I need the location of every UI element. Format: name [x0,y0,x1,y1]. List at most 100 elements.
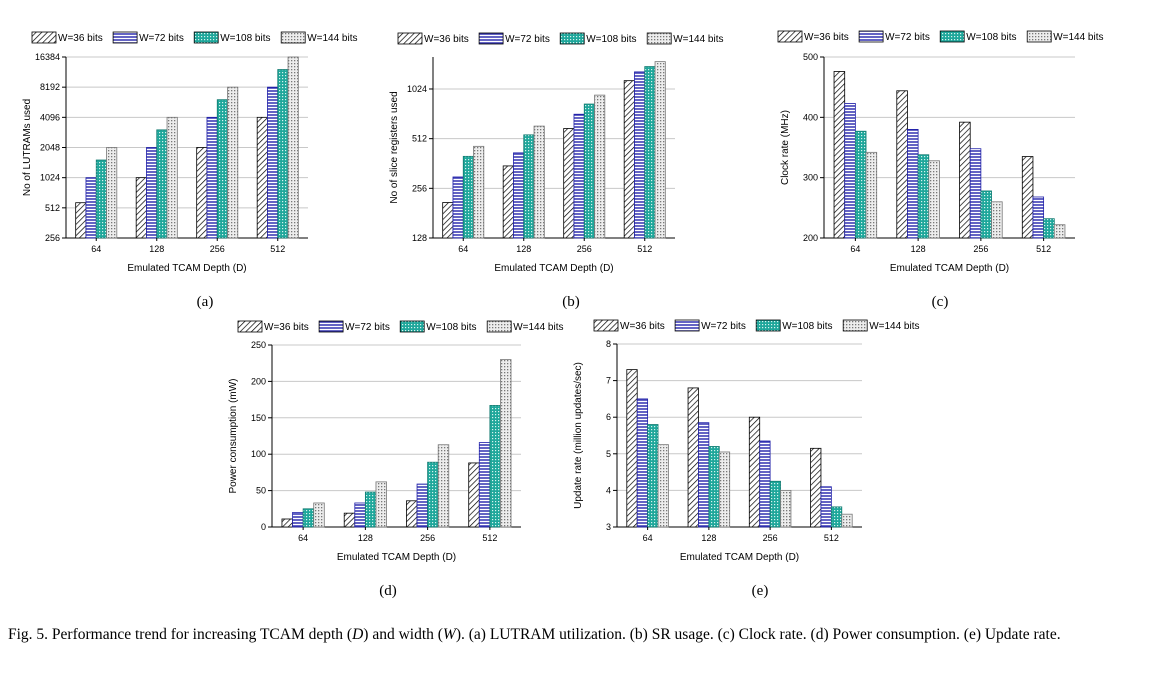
bar-512-2 [1043,218,1055,239]
bar-512-3 [654,61,666,239]
y-axis-label: No of slice registers used [389,91,400,203]
legend-swatch [193,31,219,44]
legend-label: W=72 bits [505,34,550,45]
x-tick-label: 512 [1036,244,1051,254]
legend-swatch [486,320,512,333]
legend-swatch [318,320,344,333]
bar-64-0 [626,369,638,528]
bar-64-0 [833,71,846,239]
x-tick-label: 128 [358,533,373,543]
y-tick-label: 4096 [40,112,60,122]
y-tick-label: 512 [45,203,60,213]
y-tick-label: 200 [803,233,818,243]
legend-swatch [31,31,57,44]
y-tick-label: 8192 [40,82,60,92]
legend-swatch [112,31,138,44]
x-tick-label: 64 [643,533,653,543]
bar-256-3 [227,86,239,239]
legend-swatch [237,320,263,333]
y-tick-label: 7 [606,376,611,386]
bar-128-1 [146,147,158,239]
y-tick-label: 2048 [40,143,60,153]
bar-256-3 [991,201,1003,239]
bar-512-3 [287,56,299,239]
bar-128-2 [708,446,720,528]
bar-64-1 [452,176,464,239]
x-tick-label: 64 [850,244,860,254]
chart-b: 128 256 512 1024 64 128 256 512 Emulated TCAM De… [389,32,724,310]
y-tick-label: 400 [803,112,818,122]
bar-64-2 [854,130,867,239]
bar-128-3 [928,160,940,239]
bar-128-1 [354,502,366,528]
x-tick-label: 128 [149,244,164,254]
legend-label: W=144 bits [673,34,723,45]
x-tick-label: 512 [482,533,497,543]
panel-label: (e) [752,583,769,599]
y-tick-label: 300 [803,173,818,183]
y-tick-label: 5 [606,449,611,459]
bar-64-0 [281,518,293,528]
bar-128-3 [533,125,545,239]
bar-512-0 [623,80,635,239]
chart-d: 0 50 100 150 200 250 64 128 256 512 Emulated TCAM … [228,320,564,599]
chart-e: 3 4 5 6 7 8 64 128 256 512 Emulated TCAM Depth (D)… [573,319,920,599]
bar-128-3 [375,481,387,528]
x-axis-label: Emulated TCAM Depth (D) [680,552,799,563]
bar-64-3 [473,145,485,239]
bar-64-1 [636,398,649,528]
x-tick-label: 512 [637,244,652,254]
y-tick-label: 250 [251,340,266,350]
bar-256-3 [780,489,792,528]
bar-64-2 [462,155,474,239]
bar-512-0 [256,116,268,239]
bar-64-3 [657,444,669,528]
bar-128-0 [135,177,147,239]
legend-label: W=144 bits [513,322,563,333]
legend-label: W=108 bits [782,321,832,332]
x-tick-label: 512 [824,533,839,543]
bar-128-2 [523,134,535,239]
legend-label: W=72 bits [139,33,184,44]
x-tick-label: 64 [298,533,308,543]
y-tick-label: 4 [606,485,611,495]
y-axis-label: No of LUTRAMs used [22,99,33,196]
x-tick-label: 128 [911,244,926,254]
x-axis-label: Emulated TCAM Depth (D) [494,263,613,274]
x-tick-label: 128 [516,244,531,254]
legend-swatch [646,32,672,45]
bar-64-2 [302,508,315,528]
legend-swatch [755,319,781,332]
legend-swatch [674,319,700,332]
x-tick-label: 64 [458,244,468,254]
y-axis-label: Power consumption (mW) [228,378,239,493]
bar-256-0 [406,500,418,528]
chart-a: 256 512 1024 2048 4096 8192 16384 64 128 256 512 Em… [22,31,358,310]
bar-128-2 [156,129,168,239]
bar-128-0 [896,90,908,239]
chart-c: 200 300 400 500 64 128 256 512 Emulated TCAM Dep… [777,30,1104,310]
bar-64-3 [865,151,878,239]
legend-swatch [1026,30,1052,43]
legend-label: W=72 bits [885,32,930,43]
bar-64-0 [75,202,87,239]
bar-64-1 [844,103,856,239]
y-tick-label: 1024 [40,173,60,183]
x-tick-label: 256 [973,244,988,254]
legend-swatch [397,32,423,45]
bar-128-3 [166,116,178,239]
figure-caption: Fig. 5. Performance trend for increasing… [8,626,1061,643]
panel-label: (d) [379,583,397,599]
y-axis-label: Update rate (million updates/sec) [573,362,584,509]
bar-64-1 [292,512,304,528]
bar-512-3 [500,359,512,528]
bar-256-2 [216,99,228,239]
bar-512-1 [634,71,646,239]
bar-128-2 [917,154,930,239]
bar-256-1 [759,440,771,528]
y-tick-label: 3 [606,522,611,532]
bar-512-2 [830,506,843,528]
legend-label: W=108 bits [220,33,270,44]
bar-64-3 [106,147,118,239]
legend-label: W=36 bits [264,322,309,333]
